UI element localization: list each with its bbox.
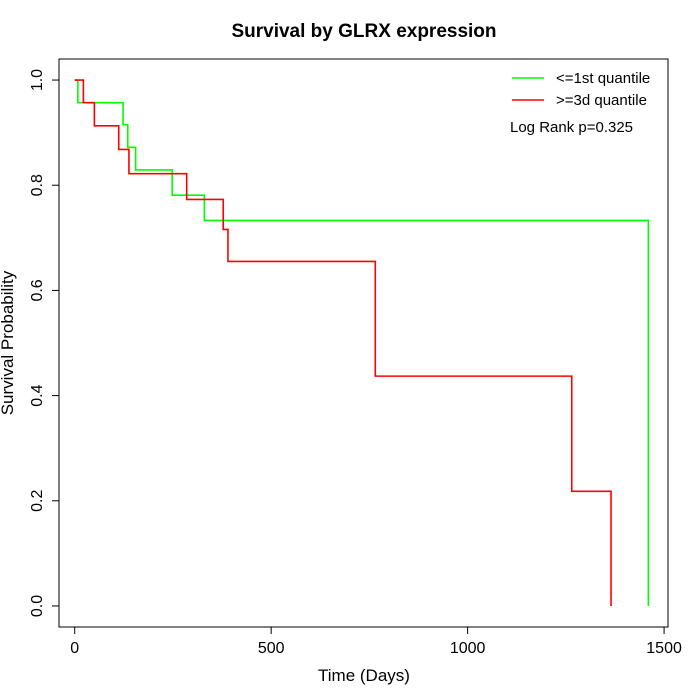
series-line-high-quantile (74, 79, 612, 606)
x-axis-label: Time (Days) (318, 666, 410, 685)
y-tick-label: 0.0 (29, 595, 46, 617)
y-axis: 0.0 0.2 0.4 0.6 0.8 1.0 (29, 69, 59, 617)
y-axis-label: Survival Probability (0, 270, 17, 415)
log-rank-annotation: Log Rank p=0.325 (510, 119, 633, 136)
x-tick-label: 1000 (450, 640, 486, 657)
y-tick-label: 1.0 (29, 69, 46, 91)
y-tick-label: 0.8 (29, 174, 46, 196)
y-tick-label: 0.6 (29, 279, 46, 301)
chart-title: Survival by GLRX expression (231, 21, 496, 42)
series-line-low-quantile (74, 79, 650, 606)
legend-label-low: <=1st quantile (556, 70, 650, 87)
y-tick-label: 0.2 (29, 490, 46, 512)
plot-area-frame (58, 58, 669, 628)
x-axis: 0 500 1000 1500 (70, 627, 682, 657)
x-tick-label: 500 (258, 640, 285, 657)
x-tick-label: 1500 (646, 640, 682, 657)
series-layer (74, 79, 650, 606)
legend: <=1st quantile >=3d quantile Log Rank p=… (510, 70, 650, 136)
y-tick-label: 0.4 (29, 384, 46, 406)
legend-label-high: >=3d quantile (556, 92, 647, 109)
x-tick-label: 0 (70, 640, 79, 657)
